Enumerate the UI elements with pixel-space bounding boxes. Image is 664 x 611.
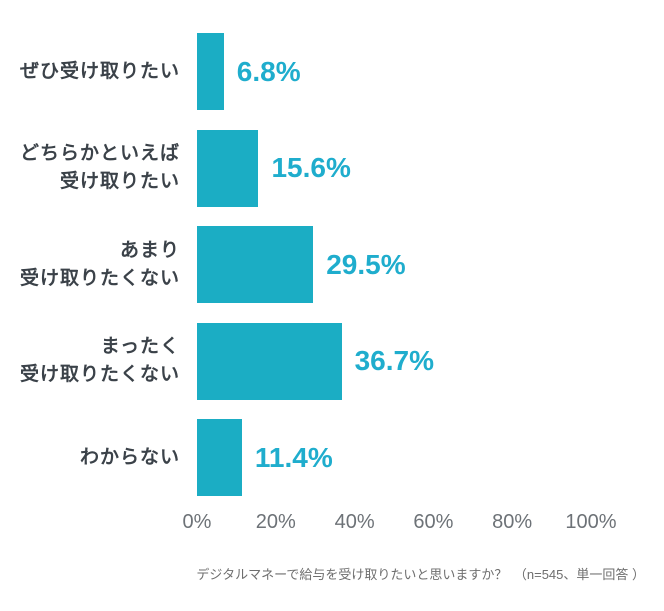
value-label: 36.7% — [354, 345, 434, 376]
category-label: わからない — [79, 446, 180, 468]
bar-row: あまり 受け取りたくない 29.5% — [0, 226, 664, 303]
x-axis-tick-label: 40% — [334, 511, 375, 533]
bar-row: どちらかといえば 受け取りたい 15.6% — [0, 129, 664, 207]
x-axis-tick-label: 80% — [492, 511, 533, 533]
value-label: 6.8% — [236, 55, 301, 87]
bar — [197, 129, 259, 207]
bar-row: まったく 受け取りたくない 36.7% — [0, 322, 664, 400]
x-axis-tick-label: 60% — [413, 511, 454, 533]
chart-caption: デジタルマネーで給与を受け取りたいと思いますか？ （n=545、単一回答 ） — [196, 567, 645, 582]
x-axis-tick-label: 0% — [182, 511, 212, 533]
category-label: まったく 受け取りたくない — [19, 336, 180, 385]
category-label: ぜひ受け取りたい — [19, 60, 180, 82]
bar — [197, 322, 342, 400]
category-label: どちらかといえば 受け取りたい — [19, 143, 180, 192]
value-label: 15.6% — [271, 152, 351, 183]
bar — [197, 419, 242, 496]
bar-row: ぜひ受け取りたい 6.8% — [0, 33, 664, 110]
x-axis-tick-label: 20% — [255, 511, 296, 533]
value-label: 11.4% — [254, 441, 333, 473]
category-label: あまり 受け取りたくない — [19, 239, 180, 289]
bar-row: わからない 11.4% — [0, 419, 664, 496]
x-axis-tick-label: 100% — [565, 511, 617, 533]
bar — [197, 226, 314, 303]
value-label: 29.5% — [326, 248, 406, 280]
bar — [197, 33, 224, 110]
